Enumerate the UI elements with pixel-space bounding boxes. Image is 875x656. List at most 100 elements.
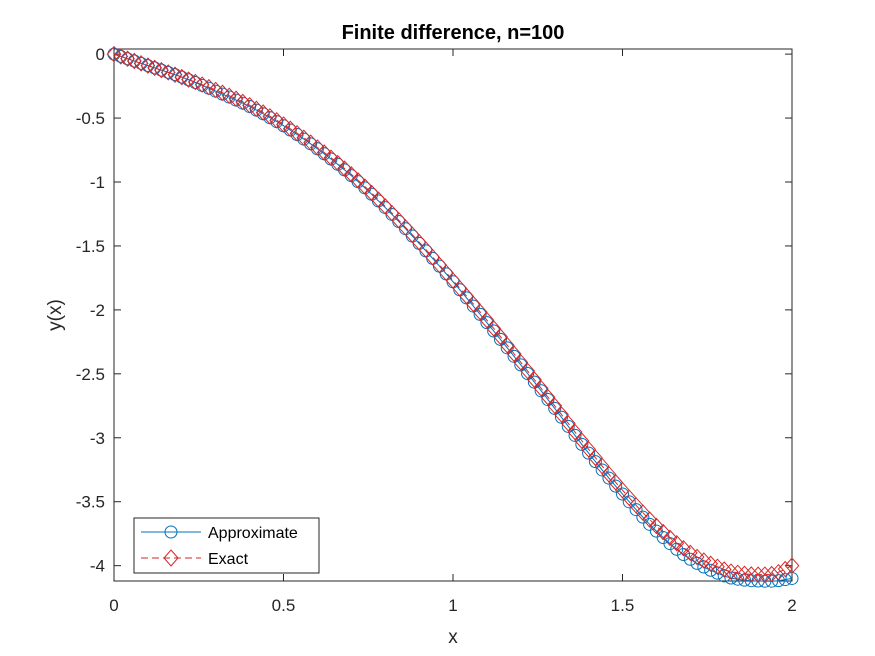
data-point	[309, 139, 325, 156]
data-point	[499, 336, 515, 354]
data-point	[575, 437, 589, 451]
x-tick-label: 0.5	[272, 596, 296, 615]
data-point	[602, 471, 616, 485]
legend-box	[133, 517, 320, 574]
legend-exact-marker	[163, 549, 179, 567]
data-point	[175, 70, 189, 84]
data-point	[255, 104, 271, 121]
data-point	[594, 457, 610, 475]
data-point	[643, 517, 657, 531]
data-point	[134, 56, 148, 70]
data-point	[148, 61, 162, 75]
data-point	[696, 552, 712, 569]
data-point	[655, 523, 671, 541]
data-point	[520, 362, 536, 380]
data-point	[771, 563, 786, 581]
series-layer	[106, 45, 800, 588]
data-point	[303, 134, 319, 151]
y-tick-label: -2	[90, 301, 105, 320]
y-tick-label: -2.5	[76, 365, 105, 384]
data-point	[609, 479, 623, 493]
data-point	[595, 463, 609, 477]
data-point	[642, 511, 658, 528]
series-exact	[106, 45, 800, 583]
data-point	[616, 487, 629, 501]
series-line-exact	[113, 53, 793, 576]
data-point	[554, 406, 569, 423]
y-tick-label: -3	[90, 429, 105, 448]
data-point	[574, 432, 590, 449]
data-point	[276, 116, 291, 133]
data-point	[743, 566, 759, 583]
data-point	[114, 49, 128, 63]
data-point	[141, 59, 155, 73]
data-point	[289, 124, 305, 142]
data-point	[168, 68, 182, 82]
legend-exact-label: Exact	[208, 551, 249, 568]
data-point	[547, 397, 563, 415]
plot-area: 0 0.5 1 1.5 2 0 -0.5 -1 -1.5 -2 -2.5 -3 -3.5 -4	[76, 45, 800, 615]
data-point	[683, 552, 697, 566]
legend-approximate-marker	[164, 525, 178, 539]
data-point	[582, 446, 596, 460]
x-axis-label: x	[448, 627, 458, 648]
data-point	[533, 380, 549, 397]
x-tick-labels: 0 0.5 1 1.5 2	[109, 596, 796, 615]
data-point	[784, 557, 800, 574]
x-tick-label: 1.5	[611, 596, 635, 615]
data-point	[262, 108, 278, 125]
y-axis-label: y(x)	[45, 299, 66, 331]
data-point	[724, 571, 738, 585]
data-point	[235, 93, 251, 111]
legend: Approximate Exact	[133, 517, 320, 574]
data-point	[486, 320, 502, 337]
y-tick-label: -3.5	[76, 493, 105, 512]
data-point	[723, 563, 739, 580]
data-point	[242, 97, 258, 114]
y-tick-label: 0	[96, 45, 105, 64]
data-point	[127, 54, 141, 68]
data-point	[689, 548, 705, 566]
data-point	[506, 345, 522, 363]
data-point	[560, 415, 576, 432]
data-point	[154, 63, 168, 77]
data-point	[526, 371, 542, 388]
data-point	[622, 495, 636, 509]
data-point	[737, 565, 752, 583]
data-point	[587, 449, 603, 466]
data-point	[323, 149, 339, 166]
data-point	[777, 560, 793, 578]
data-point	[330, 154, 346, 172]
data-point	[269, 112, 285, 129]
data-point	[676, 540, 691, 557]
data-point	[629, 503, 643, 517]
data-point	[107, 47, 121, 61]
y-tick-labels: 0 -0.5 -1 -1.5 -2 -2.5 -3 -3.5 -4	[76, 45, 105, 576]
data-point	[282, 120, 298, 137]
data-point	[704, 563, 718, 577]
x-tick-label: 0	[109, 596, 118, 615]
data-point	[567, 423, 583, 441]
data-point	[757, 566, 773, 583]
data-point	[636, 510, 650, 524]
data-point	[316, 144, 332, 161]
y-tick-label: -1	[90, 173, 105, 192]
axes-box	[113, 48, 793, 582]
data-point	[370, 191, 386, 208]
data-point	[337, 160, 352, 177]
data-point	[581, 441, 597, 458]
data-point	[750, 566, 766, 583]
data-point	[669, 535, 685, 552]
data-point	[677, 548, 691, 562]
data-point	[662, 529, 678, 547]
x-tick-label: 2	[787, 596, 796, 615]
data-point	[121, 52, 135, 66]
data-point	[764, 565, 780, 583]
y-tick-label: -0.5	[76, 109, 105, 128]
data-point	[648, 517, 664, 535]
chart-title: Finite difference, n=100	[342, 22, 565, 44]
legend-approximate-label: Approximate	[208, 525, 298, 542]
data-point	[778, 573, 792, 587]
data-point	[357, 178, 373, 195]
